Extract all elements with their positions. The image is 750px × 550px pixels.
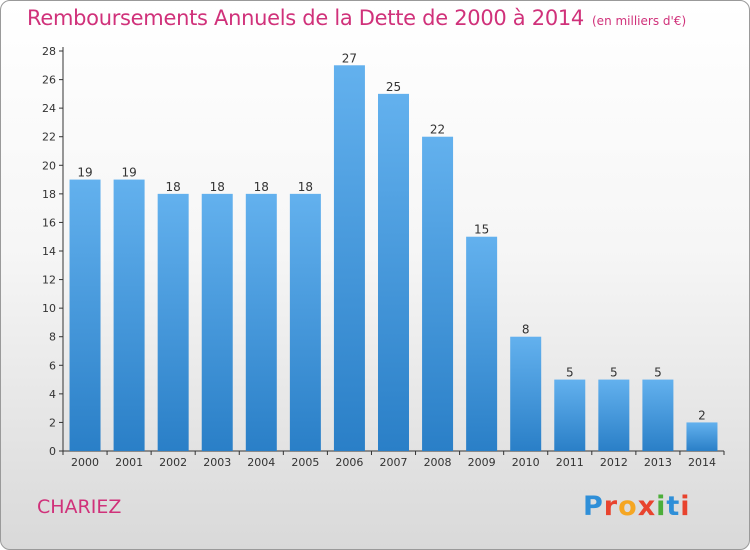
x-tick-label: 2002 bbox=[159, 456, 187, 469]
logo-letter: i bbox=[656, 491, 667, 522]
bar bbox=[333, 65, 365, 452]
logo-letter: P bbox=[583, 491, 604, 522]
x-tick-label: 2000 bbox=[71, 456, 99, 469]
bar bbox=[201, 193, 233, 451]
data-label: 19 bbox=[121, 166, 136, 180]
chart-subtitle: (en milliers d'€) bbox=[592, 14, 687, 28]
bar bbox=[686, 422, 718, 451]
data-label: 2 bbox=[698, 408, 706, 422]
x-tick-label: 2005 bbox=[291, 456, 319, 469]
x-tick-label: 2014 bbox=[688, 456, 716, 469]
bar bbox=[422, 136, 454, 451]
y-tick-label: 4 bbox=[49, 388, 56, 401]
bar bbox=[378, 93, 409, 451]
y-tick-label: 2 bbox=[49, 416, 56, 429]
data-label: 18 bbox=[166, 180, 181, 194]
data-label: 8 bbox=[522, 323, 530, 337]
x-tick-label: 2006 bbox=[335, 456, 363, 469]
data-label: 5 bbox=[566, 366, 574, 380]
y-tick-label: 10 bbox=[42, 302, 56, 315]
x-tick-label: 2001 bbox=[115, 456, 143, 469]
bar bbox=[510, 336, 542, 451]
x-tick-label: 2003 bbox=[203, 456, 231, 469]
x-tick-label: 2004 bbox=[247, 456, 275, 469]
y-tick-label: 6 bbox=[49, 359, 56, 372]
x-tick-label: 2009 bbox=[468, 456, 496, 469]
y-tick-label: 12 bbox=[42, 274, 56, 287]
bar bbox=[69, 179, 101, 452]
x-tick-label: 2007 bbox=[380, 456, 408, 469]
x-tick-label: 2010 bbox=[512, 456, 540, 469]
y-tick-label: 28 bbox=[42, 45, 56, 58]
town-name: CHARIEZ bbox=[37, 496, 122, 518]
proxiti-logo: Proxiti bbox=[583, 491, 691, 522]
logo-letter: i bbox=[680, 491, 691, 522]
chart-title: Remboursements Annuels de la Dette de 20… bbox=[27, 6, 686, 30]
y-tick-label: 24 bbox=[42, 102, 56, 115]
y-tick-label: 14 bbox=[42, 245, 56, 258]
bar bbox=[466, 236, 498, 451]
logo-letter: t bbox=[666, 491, 681, 522]
logo-letter: r bbox=[603, 491, 619, 522]
logo-letter: o bbox=[618, 491, 638, 522]
chart-title-text: Remboursements Annuels de la Dette de 20… bbox=[27, 6, 584, 30]
y-tick-label: 22 bbox=[42, 131, 56, 144]
x-tick-label: 2011 bbox=[556, 456, 584, 469]
x-tick-label: 2012 bbox=[600, 456, 628, 469]
bar bbox=[598, 379, 630, 451]
y-tick-label: 0 bbox=[49, 445, 56, 458]
y-tick-label: 16 bbox=[42, 216, 56, 229]
data-label: 25 bbox=[386, 80, 401, 94]
logo-letter: x bbox=[637, 491, 657, 522]
bar bbox=[289, 193, 321, 451]
x-tick-label: 2013 bbox=[644, 456, 672, 469]
data-label: 27 bbox=[342, 51, 357, 65]
bar bbox=[113, 179, 145, 452]
bar bbox=[642, 379, 674, 451]
y-tick-label: 20 bbox=[42, 159, 56, 172]
y-tick-label: 18 bbox=[42, 188, 56, 201]
data-label: 5 bbox=[610, 366, 618, 380]
data-label: 22 bbox=[430, 123, 445, 137]
data-label: 19 bbox=[77, 166, 92, 180]
y-tick-label: 26 bbox=[42, 74, 56, 87]
data-label: 18 bbox=[210, 180, 225, 194]
y-tick-label: 8 bbox=[49, 331, 56, 344]
bar bbox=[157, 193, 189, 451]
data-label: 18 bbox=[298, 180, 313, 194]
x-tick-label: 2008 bbox=[424, 456, 452, 469]
data-label: 18 bbox=[254, 180, 269, 194]
bar bbox=[245, 193, 277, 451]
data-label: 15 bbox=[474, 223, 489, 237]
bar bbox=[554, 379, 586, 451]
data-label: 5 bbox=[654, 366, 662, 380]
